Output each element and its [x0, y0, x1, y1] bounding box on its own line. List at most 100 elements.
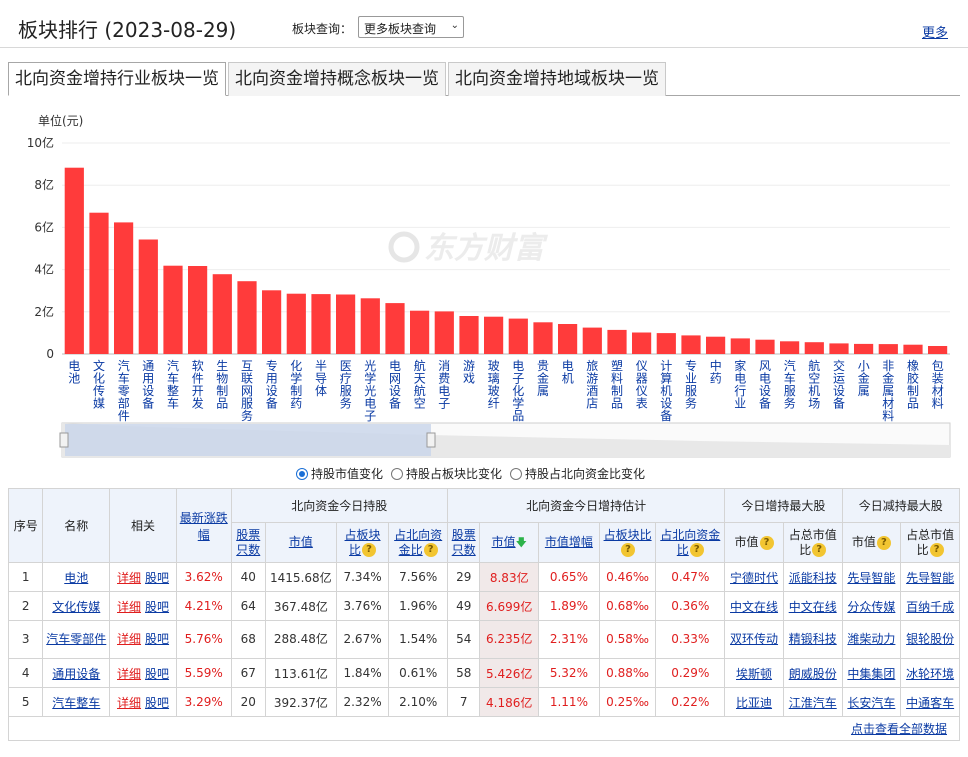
- x-tick-label[interactable]: 通用设备: [142, 359, 154, 411]
- cell-top-add-ratio-link[interactable]: 中文在线: [788, 599, 837, 614]
- bar[interactable]: [681, 335, 701, 354]
- x-tick-label[interactable]: 消费电子: [438, 359, 450, 411]
- cell-name[interactable]: 文化传媒: [42, 591, 111, 621]
- tab-industry[interactable]: 北向资金增持行业板块一览: [8, 62, 226, 96]
- bar[interactable]: [459, 316, 479, 354]
- cell-top-add-value[interactable]: 埃斯顿: [724, 658, 784, 688]
- detail-link[interactable]: 详细: [117, 695, 142, 710]
- x-tick-label[interactable]: 橡胶制品: [907, 359, 919, 411]
- x-tick-label[interactable]: 医疗服务: [340, 359, 352, 411]
- bar[interactable]: [854, 343, 874, 354]
- radio-sector-ratio[interactable]: 持股占板块比变化: [391, 465, 502, 482]
- col-hold-nb-ratio[interactable]: 占北向资金比?: [388, 522, 449, 563]
- bar[interactable]: [212, 274, 232, 354]
- bar[interactable]: [188, 266, 208, 354]
- help-icon[interactable]: ?: [423, 543, 438, 557]
- bar[interactable]: [829, 343, 849, 354]
- cell-top-add-value-link[interactable]: 埃斯顿: [736, 666, 773, 681]
- x-tick-label[interactable]: 电网设备: [389, 359, 401, 411]
- cell-top-add-value[interactable]: 双环传动: [724, 620, 784, 659]
- x-tick-label[interactable]: 软件开发: [192, 359, 204, 411]
- col-add-sector-ratio[interactable]: 占板块比?: [598, 522, 657, 563]
- cell-top-reduce-value[interactable]: 分众传媒: [841, 591, 902, 621]
- hold-sector-ratio-sort-link[interactable]: 占板块比: [344, 527, 381, 557]
- x-tick-label[interactable]: 风电设备: [759, 359, 771, 411]
- bar[interactable]: [804, 342, 824, 354]
- x-tick-label[interactable]: 航天航空: [414, 358, 426, 411]
- cell-top-reduce-value[interactable]: 中集集团: [841, 658, 902, 688]
- cell-name-link[interactable]: 汽车整车: [52, 695, 101, 710]
- hold-value-sort-link[interactable]: 市值: [288, 535, 313, 549]
- x-tick-label[interactable]: 塑料制品: [611, 358, 623, 411]
- cell-top-reduce-ratio[interactable]: 中通客车: [900, 687, 960, 717]
- help-icon[interactable]: ?: [929, 543, 944, 557]
- col-hold-sector-ratio[interactable]: 占板块比?: [335, 522, 390, 563]
- cell-top-add-value-link[interactable]: 双环传动: [730, 632, 779, 646]
- help-icon[interactable]: ?: [876, 535, 891, 550]
- cell-top-add-ratio[interactable]: 精锻科技: [782, 620, 843, 659]
- x-tick-label[interactable]: 汽车零部件: [118, 358, 130, 423]
- cell-top-reduce-value-link[interactable]: 分众传媒: [847, 599, 896, 614]
- bar[interactable]: [163, 265, 183, 354]
- cell-top-add-ratio[interactable]: 朗威股份: [782, 658, 843, 688]
- cell-top-add-ratio-link[interactable]: 朗威股份: [788, 666, 837, 681]
- cell-top-reduce-ratio-link[interactable]: 先导智能: [906, 570, 955, 585]
- x-tick-label[interactable]: 家电行业: [734, 358, 746, 411]
- navigator-selection[interactable]: [65, 424, 431, 456]
- guba-link[interactable]: 股吧: [145, 695, 170, 710]
- bar[interactable]: [311, 294, 331, 354]
- bar[interactable]: [533, 322, 553, 354]
- x-tick-label[interactable]: 电子化学品: [512, 359, 524, 423]
- x-tick-label[interactable]: 化学制药: [290, 359, 302, 411]
- cell-top-reduce-ratio[interactable]: 先导智能: [900, 562, 960, 592]
- bar[interactable]: [706, 336, 726, 354]
- guba-link[interactable]: 股吧: [145, 570, 170, 585]
- cell-top-reduce-value-link[interactable]: 潍柴动力: [847, 632, 896, 646]
- cell-top-reduce-ratio-link[interactable]: 银轮股份: [906, 632, 955, 646]
- add-count-sort-link[interactable]: 股票只数: [451, 527, 476, 557]
- x-tick-label[interactable]: 半导体: [315, 359, 327, 398]
- cell-top-add-value-link[interactable]: 比亚迪: [736, 695, 773, 710]
- cell-top-reduce-ratio-link[interactable]: 百纳千成: [906, 599, 955, 614]
- help-icon[interactable]: ?: [362, 543, 377, 557]
- bar[interactable]: [262, 290, 282, 354]
- cell-top-add-ratio-link[interactable]: 派能科技: [788, 570, 837, 585]
- cell-top-add-ratio[interactable]: 派能科技: [782, 562, 843, 592]
- latest-change-sort-link[interactable]: 最新涨跌幅: [179, 510, 228, 542]
- x-tick-label[interactable]: 小金属: [858, 359, 870, 398]
- navigator-right-handle[interactable]: [426, 432, 436, 448]
- bar[interactable]: [607, 329, 627, 354]
- x-tick-label[interactable]: 计算机设备: [660, 359, 672, 423]
- x-tick-label[interactable]: 文化传媒: [93, 358, 105, 411]
- cell-top-reduce-ratio-link[interactable]: 中通客车: [906, 695, 955, 710]
- navigator-left-handle[interactable]: [59, 432, 69, 448]
- sector-query-select[interactable]: 更多板块查询 ⌄: [358, 16, 464, 38]
- bar[interactable]: [138, 239, 158, 355]
- cell-name-link[interactable]: 电池: [64, 570, 89, 585]
- cell-top-add-value-link[interactable]: 宁德时代: [730, 570, 779, 585]
- cell-top-reduce-ratio[interactable]: 冰轮环境: [900, 658, 960, 688]
- radio-market-value[interactable]: 持股市值变化: [296, 465, 383, 482]
- hold-count-sort-link[interactable]: 股票只数: [236, 527, 261, 557]
- col-hold-value[interactable]: 市值: [264, 522, 337, 563]
- x-tick-label[interactable]: 中药: [710, 358, 722, 386]
- cell-top-reduce-value-link[interactable]: 中集集团: [847, 666, 896, 681]
- col-add-value[interactable]: 市值🡇: [479, 522, 540, 563]
- cell-top-add-ratio[interactable]: 中文在线: [782, 591, 843, 621]
- range-navigator[interactable]: [59, 422, 951, 458]
- x-tick-label[interactable]: 旅游酒店: [586, 359, 598, 411]
- add-nb-ratio-sort-link[interactable]: 占北向资金比: [660, 527, 721, 557]
- x-tick-label[interactable]: 非金属材料: [882, 359, 894, 423]
- cell-name[interactable]: 电池: [42, 562, 111, 592]
- add-sector-ratio-sort-link[interactable]: 占板块比: [603, 527, 652, 542]
- guba-link[interactable]: 股吧: [145, 599, 170, 614]
- cell-top-add-value-link[interactable]: 中文在线: [730, 599, 779, 614]
- more-link[interactable]: 更多: [921, 26, 948, 41]
- bar[interactable]: [484, 316, 504, 354]
- cell-top-reduce-value[interactable]: 先导智能: [841, 562, 902, 592]
- help-icon[interactable]: ?: [689, 543, 704, 557]
- bar[interactable]: [730, 338, 750, 354]
- help-icon[interactable]: ?: [621, 543, 636, 557]
- bar[interactable]: [558, 324, 578, 354]
- x-tick-label[interactable]: 光学光电子: [364, 359, 376, 423]
